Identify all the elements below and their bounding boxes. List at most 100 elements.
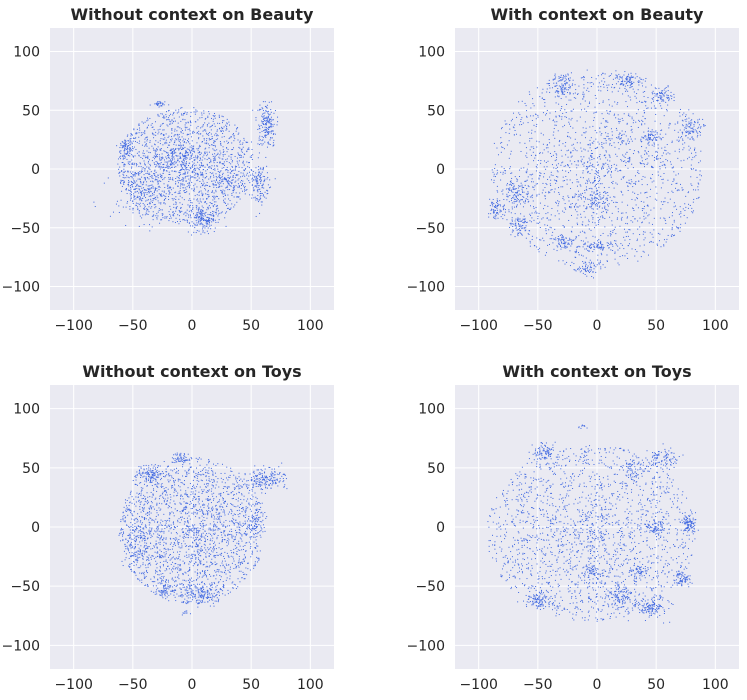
- scatter-point: [653, 134, 655, 136]
- scatter-point: [103, 182, 105, 184]
- scatter-point: [673, 93, 675, 95]
- scatter-point: [257, 189, 259, 191]
- scatter-point: [588, 90, 590, 92]
- scatter-point: [262, 169, 264, 171]
- scatter-point: [645, 77, 647, 79]
- scatter-point: [185, 168, 187, 170]
- scatter-point: [664, 218, 666, 220]
- scatter-point: [514, 213, 516, 215]
- scatter-point: [262, 194, 264, 196]
- scatter-point: [196, 222, 198, 224]
- scatter-point: [119, 151, 121, 153]
- scatter-point: [678, 151, 680, 153]
- scatter-point: [583, 196, 585, 198]
- scatter-point: [189, 133, 191, 135]
- scatter-point: [588, 180, 590, 182]
- scatter-point: [588, 165, 590, 167]
- scatter-point: [130, 185, 132, 187]
- scatter-point: [151, 175, 153, 177]
- scatter-point: [639, 245, 641, 247]
- scatter-point: [183, 213, 185, 215]
- scatter-point: [265, 124, 267, 126]
- scatter-point: [647, 136, 649, 138]
- scatter-point: [131, 176, 133, 178]
- scatter-point: [690, 176, 692, 178]
- scatter-point: [662, 201, 664, 203]
- scatter-point: [511, 223, 513, 225]
- scatter-point: [542, 120, 544, 122]
- scatter-point: [225, 225, 227, 227]
- scatter-point: [163, 104, 165, 106]
- scatter-point: [179, 156, 181, 158]
- scatter-point: [558, 238, 560, 240]
- scatter-point: [167, 154, 169, 156]
- scatter-point: [585, 198, 587, 200]
- scatter-point: [556, 166, 558, 168]
- scatter-point: [555, 237, 557, 239]
- scatter-point: [580, 77, 582, 79]
- scatter-point: [168, 198, 170, 200]
- scatter-point: [507, 191, 509, 193]
- scatter-point: [679, 115, 681, 117]
- scatter-point: [589, 155, 591, 157]
- scatter-point: [554, 121, 556, 123]
- scatter-point: [504, 170, 506, 172]
- scatter-point: [697, 119, 699, 121]
- scatter-point: [540, 162, 542, 164]
- scatter-point: [634, 95, 636, 97]
- scatter-point: [684, 119, 686, 121]
- scatter-point: [144, 168, 146, 170]
- scatter-point: [141, 187, 143, 189]
- scatter-point: [626, 123, 628, 125]
- scatter-point: [546, 224, 548, 226]
- scatter-point: [562, 236, 564, 238]
- scatter-point: [589, 250, 591, 252]
- scatter-point: [612, 250, 614, 252]
- scatter-point: [630, 86, 632, 88]
- scatter-point: [554, 78, 556, 80]
- scatter-point: [590, 205, 592, 207]
- scatter-point: [545, 147, 547, 149]
- scatter-point: [154, 207, 156, 209]
- scatter-point: [171, 194, 173, 196]
- scatter-point: [634, 175, 636, 177]
- scatter-point: [643, 244, 645, 246]
- scatter-point: [146, 172, 148, 174]
- scatter-point: [582, 172, 584, 174]
- scatter-point: [590, 199, 592, 201]
- scatter-point: [198, 190, 200, 192]
- scatter-point: [261, 186, 263, 188]
- scatter-point: [675, 187, 677, 189]
- scatter-point: [172, 211, 174, 213]
- scatter-point: [156, 217, 158, 219]
- scatter-point: [204, 118, 206, 120]
- scatter-point: [131, 154, 133, 156]
- scatter-point: [557, 246, 559, 248]
- scatter-point: [154, 191, 156, 193]
- scatter-point: [690, 122, 692, 124]
- scatter-point: [542, 189, 544, 191]
- scatter-point: [146, 127, 148, 129]
- scatter-point: [584, 216, 586, 218]
- scatter-point: [213, 174, 215, 176]
- scatter-point: [671, 235, 673, 237]
- scatter-point: [173, 212, 175, 214]
- scatter-point: [214, 140, 216, 142]
- scatter-point: [157, 103, 159, 105]
- scatter-point: [682, 114, 684, 116]
- scatter-point: [558, 76, 560, 78]
- scatter-point: [177, 185, 179, 187]
- scatter-point: [650, 102, 652, 104]
- scatter-point: [647, 107, 649, 109]
- scatter-point: [131, 146, 133, 148]
- scatter-point: [218, 185, 220, 187]
- scatter-point: [181, 165, 183, 167]
- scatter-point: [630, 99, 632, 101]
- scatter-point: [129, 150, 131, 152]
- scatter-point: [609, 196, 611, 198]
- scatter-point: [596, 197, 598, 199]
- scatter-point: [540, 132, 542, 134]
- scatter-point: [627, 115, 629, 117]
- scatter-point: [185, 151, 187, 153]
- scatter-point: [126, 158, 128, 160]
